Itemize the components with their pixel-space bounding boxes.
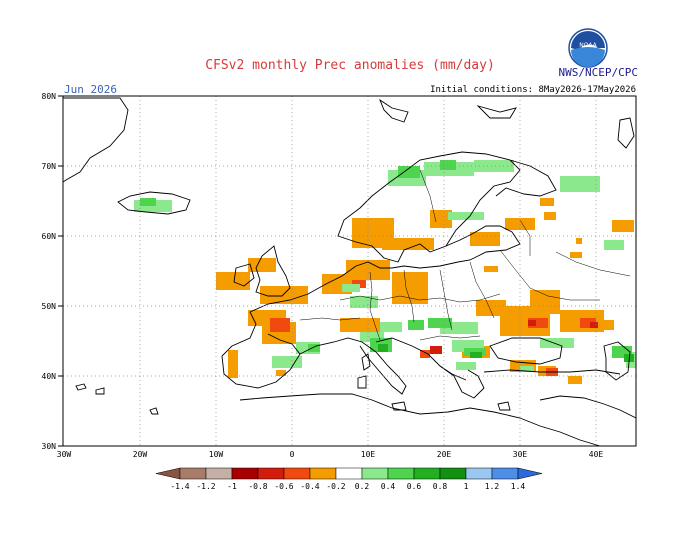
map-frame	[62, 95, 637, 447]
forecast-month: Jun 2026	[64, 83, 117, 96]
colorbar-swatch	[231, 467, 259, 480]
colorbar-label: -0.4	[300, 482, 319, 491]
colorbar-label: -1	[227, 482, 237, 491]
lon-label-10e: 10E	[361, 450, 376, 459]
chart-title: CFSv2 monthly Prec anomalies (mm/day)	[205, 58, 495, 73]
colorbar-swatch	[257, 467, 285, 480]
noaa-logo-icon: NOAA	[568, 28, 608, 68]
strong-wet-patches	[378, 344, 634, 362]
colorbar-label: 0.8	[433, 482, 448, 491]
lat-label-70n: 70N	[42, 162, 57, 171]
colorbar-swatch	[413, 467, 441, 480]
latitude-labels: 30N 40N 50N 60N 70N 80N	[42, 92, 57, 451]
colorbar-swatch	[491, 467, 519, 480]
colorbar-swatch	[179, 467, 207, 480]
lat-label-40n: 40N	[42, 372, 57, 381]
initial-conditions: Initial conditions: 8May2026-17May2026	[430, 85, 636, 95]
lon-label-20e: 20E	[437, 450, 452, 459]
colorbar-arrow-left	[155, 467, 181, 480]
lon-label-0: 0	[290, 450, 295, 459]
agency-label: NWS/NCEP/CPC	[558, 66, 638, 79]
colorbar-label: 1.2	[485, 482, 500, 491]
colorbar-label: -1.4	[170, 482, 189, 491]
colorbar-swatch	[439, 467, 467, 480]
logo-text: NOAA	[579, 42, 597, 49]
lon-label-20w: 20W	[133, 450, 148, 459]
colorbar-swatch	[205, 467, 233, 480]
lon-label-40e: 40E	[589, 450, 604, 459]
colorbar-swatch	[387, 467, 415, 480]
colorbar-swatch	[309, 467, 337, 480]
colorbar: -1.4 -1.2 -1 -0.8 -0.6 -0.4 -0.2 0.2 0.4 0.6 0.8 1 1…	[155, 467, 543, 491]
strongest-dry-patches	[430, 320, 598, 354]
colorbar-swatch	[335, 467, 363, 480]
country-borders	[299, 169, 631, 341]
colorbar-label: -0.2	[326, 482, 345, 491]
tick-marks	[58, 95, 63, 447]
coastlines	[63, 97, 636, 446]
colorbar-arrow-right	[517, 467, 543, 480]
lon-label-10w: 10W	[209, 450, 224, 459]
lat-label-30n: 30N	[42, 442, 57, 451]
lat-label-50n: 50N	[42, 302, 57, 311]
lat-label-60n: 60N	[42, 232, 57, 241]
colorbar-label: -1.2	[196, 482, 215, 491]
lon-label-30w: 30W	[57, 450, 72, 459]
colorbar-swatch	[283, 467, 311, 480]
anomaly-shading	[134, 160, 636, 384]
lon-label-30e: 30E	[513, 450, 528, 459]
longitude-labels: 30W 20W 10W 0 10E 20E 30E 40E	[57, 450, 604, 459]
colorbar-swatch	[361, 467, 389, 480]
colorbar-label: -0.8	[248, 482, 267, 491]
colorbar-swatch	[465, 467, 493, 480]
colorbar-label: 1.4	[511, 482, 526, 491]
colorbar-label: -0.6	[274, 482, 293, 491]
colorbar-label: 0.6	[407, 482, 422, 491]
lat-label-80n: 80N	[42, 92, 57, 101]
colorbar-label: 0.2	[355, 482, 370, 491]
colorbar-label: 1	[464, 482, 469, 491]
colorbar-label: 0.4	[381, 482, 396, 491]
